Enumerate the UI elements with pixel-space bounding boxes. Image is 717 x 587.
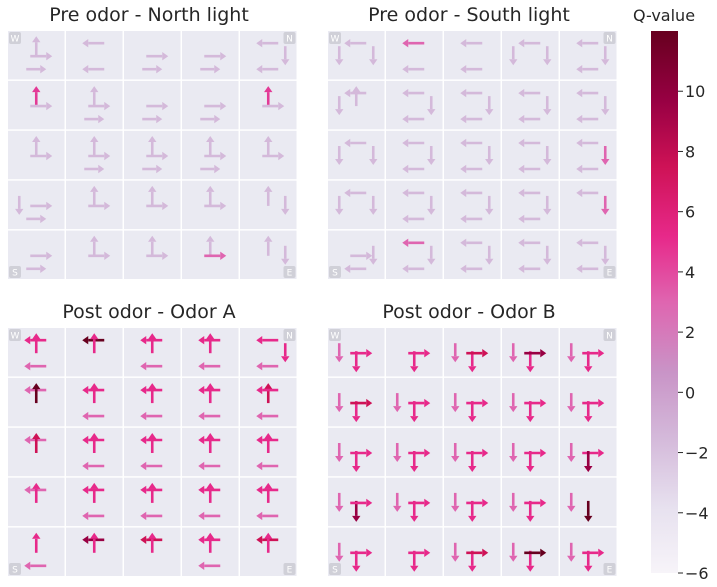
corner-label-bottom-right: E bbox=[287, 566, 293, 576]
corner-label-bottom-left: S bbox=[332, 566, 338, 576]
grid-cell bbox=[444, 181, 501, 229]
grid-cell bbox=[386, 181, 443, 229]
panel-1: W N S E bbox=[328, 31, 617, 279]
colorbar-tick-label: 8 bbox=[685, 142, 695, 161]
corner-label-top-left: W bbox=[11, 332, 20, 342]
corner-label-top-right: N bbox=[606, 35, 613, 45]
panel-title-1: Pre odor - South light bbox=[368, 4, 570, 26]
grid-cell bbox=[444, 231, 501, 279]
corner-label-top-left: W bbox=[331, 332, 340, 342]
colorbar-tick-label: 0 bbox=[685, 383, 695, 402]
grid-cell bbox=[502, 31, 559, 79]
grid-cell bbox=[502, 231, 559, 279]
grid-cell bbox=[444, 31, 501, 79]
grid-cell bbox=[502, 181, 559, 229]
corner-label-top-left: W bbox=[11, 35, 20, 45]
grid-cell bbox=[502, 81, 559, 129]
colorbar-tick-label: 4 bbox=[685, 263, 695, 282]
corner-label-bottom-left: S bbox=[12, 566, 18, 576]
grid-cell bbox=[66, 31, 123, 79]
colorbar-tick-label: −2 bbox=[685, 444, 709, 463]
colorbar-ticks: −6 −4 −2 0 2 4 6 8 10 bbox=[678, 82, 709, 583]
grid-cell bbox=[328, 181, 385, 229]
corner-label-top-left: W bbox=[331, 35, 340, 45]
colorbar-tick-label: −4 bbox=[685, 504, 709, 523]
colorbar-tick-label: 2 bbox=[685, 323, 695, 342]
grid-cell bbox=[444, 131, 501, 179]
colorbar-gradient bbox=[651, 31, 678, 573]
corner-label-top-right: N bbox=[286, 332, 293, 342]
colorbar: Q-value −6 −4 −2 0 2 4 6 8 10 bbox=[633, 6, 709, 583]
grid-cell bbox=[386, 81, 443, 129]
corner-label-bottom-left: S bbox=[12, 269, 18, 279]
grid-cell bbox=[444, 81, 501, 129]
corner-label-bottom-right: E bbox=[607, 566, 613, 576]
grid-cell bbox=[560, 131, 617, 179]
panel-title-2: Post odor - Odor A bbox=[62, 301, 235, 323]
grid-cell bbox=[386, 131, 443, 179]
panel-2: W N S E bbox=[8, 328, 297, 576]
grid-cell bbox=[502, 131, 559, 179]
corner-label-bottom-right: E bbox=[607, 269, 613, 279]
corner-label-bottom-left: S bbox=[332, 269, 338, 279]
grid-cell bbox=[386, 31, 443, 79]
colorbar-label: Q-value bbox=[633, 6, 695, 25]
grid-cell bbox=[386, 231, 443, 279]
panel-title-3: Post odor - Odor B bbox=[382, 301, 555, 323]
grid-cell bbox=[560, 81, 617, 129]
grid-cell bbox=[560, 181, 617, 229]
panel-0: W N S E bbox=[8, 31, 297, 279]
corner-label-top-right: N bbox=[286, 35, 293, 45]
corner-label-top-right: N bbox=[606, 332, 613, 342]
colorbar-tick-label: −6 bbox=[685, 564, 709, 583]
grid-cell bbox=[328, 131, 385, 179]
corner-label-bottom-right: E bbox=[287, 269, 293, 279]
colorbar-tick-label: 10 bbox=[685, 82, 705, 101]
panel-title-0: Pre odor - North light bbox=[49, 4, 249, 26]
colorbar-tick-label: 6 bbox=[685, 203, 695, 222]
panel-3: W N S E bbox=[328, 328, 617, 576]
